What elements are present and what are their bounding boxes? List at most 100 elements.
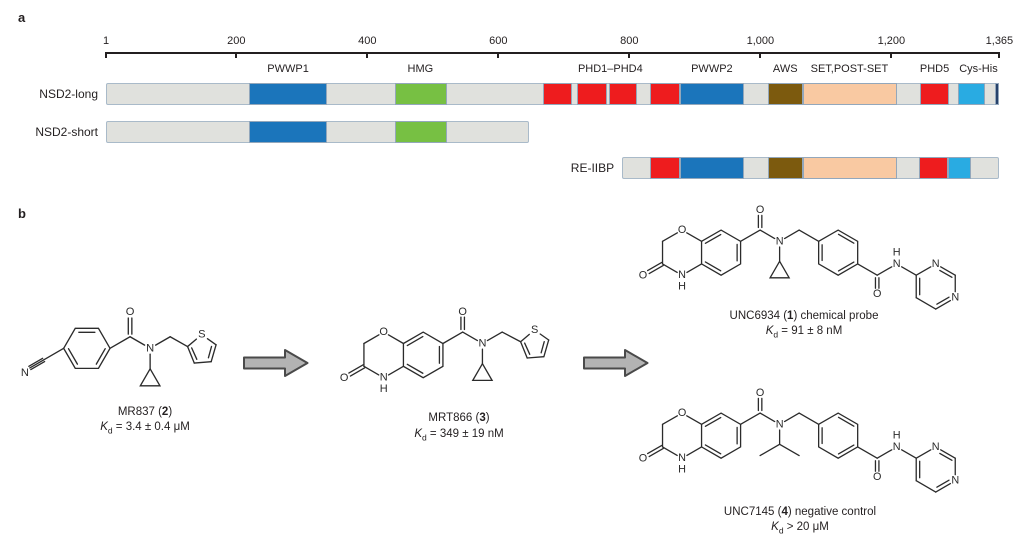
domain-block-set-post-set	[802, 83, 897, 105]
domain-block-pwwp1	[249, 83, 327, 105]
mrt866-bonds	[348, 316, 550, 382]
domain-block-hmg	[394, 83, 447, 105]
carbonyl-o-label: O	[756, 387, 764, 399]
axis-tick-label-400: 400	[358, 35, 377, 47]
domain-block-phd1	[542, 83, 573, 105]
panel-b-compounds: N O N S MR837 (2) Kd = 3.4 ± 0.4 μM	[0, 195, 1022, 535]
amide-n-label: N	[478, 338, 486, 350]
carbonyl-o-label: O	[458, 306, 467, 318]
protein-bar-nsd2-short	[106, 121, 530, 143]
domain-block-cys-his	[948, 157, 972, 179]
thiophene-s-label: S	[531, 324, 538, 336]
lactam-o-label: O	[639, 453, 647, 465]
axis-tick-800	[628, 52, 631, 58]
compound-name-unc6934: UNC6934 (1) chemical probe	[729, 310, 879, 322]
panel-a-domain-diagram: 1 200 400 600 800 1,000 1,200 1,365 PWWP1 HMG PHD1…	[0, 0, 1022, 195]
ring-o-label: O	[678, 224, 686, 236]
amide-n-label: N	[776, 235, 784, 247]
lactam-n-label: N	[678, 269, 686, 281]
compound-kd-mr837: Kd = 3.4 ± 0.4 μM	[100, 421, 190, 436]
axis-tick-label-200: 200	[227, 35, 246, 47]
panel-b-label: b	[18, 206, 26, 221]
domain-block-hmg	[394, 121, 447, 143]
axis-tick-label-800: 800	[620, 35, 639, 47]
domain-block-phd4	[650, 157, 680, 179]
compound-name-unc7145: UNC7145 (4) negative control	[723, 506, 877, 518]
domain-block-pwwp2	[679, 157, 744, 179]
lactam-o-label: O	[639, 270, 647, 282]
axis-tick-label-1000: 1,000	[746, 35, 775, 47]
protein-bar-re-iibp	[622, 157, 1000, 179]
domain-label-aws: AWS	[772, 63, 798, 75]
compound-name-mrt866: MRT866 (3)	[428, 412, 490, 424]
mr837-structure: N O N S	[21, 306, 217, 387]
compound-kd-unc7145: Kd > 20 μM	[771, 521, 829, 535]
thiophene-s-label: S	[198, 329, 205, 341]
axis-tick-400	[366, 52, 369, 58]
domain-label-phd5: PHD5	[919, 63, 950, 75]
arrow-shape	[243, 349, 309, 377]
amide-n-label: N	[776, 418, 784, 430]
arrow-shape	[583, 349, 649, 377]
compound-name-mr837: MR837 (2)	[117, 406, 173, 418]
domain-label-phd1-phd4: PHD1–PHD4	[577, 63, 643, 75]
domain-label-cys-his: Cys-His	[959, 63, 998, 75]
domain-block-set-post-set	[802, 157, 897, 179]
residue-axis	[106, 52, 1000, 54]
domain-label-pwwp2: PWWP2	[691, 63, 733, 75]
compound-kd-unc6934: Kd = 91 ± 8 nM	[765, 325, 843, 340]
ring-o-label: O	[379, 326, 388, 338]
row-label-nsd2-short: NSD2-short	[35, 125, 98, 139]
domain-label-set-post-set: SET,POST-SET	[810, 63, 889, 75]
domain-block-aws	[767, 157, 803, 179]
carbonyl-o-label: O	[756, 204, 764, 216]
axis-tick-label-1: 1	[102, 35, 110, 47]
axis-tick-200	[235, 52, 238, 58]
pyrimidine-n1-label: N	[951, 292, 959, 304]
unc7145-bonds	[646, 397, 956, 493]
lactam-o-label: O	[340, 372, 349, 384]
domain-block-pwwp1	[249, 121, 327, 143]
lactam-h-label: H	[380, 383, 388, 395]
lactam-n-label: N	[678, 452, 686, 464]
amide2-o-label: O	[873, 471, 881, 483]
domain-block-aws	[767, 83, 803, 105]
nitrile-n-label: N	[21, 367, 29, 379]
lactam-n-label: N	[380, 372, 388, 384]
amide2-h-label: H	[893, 247, 901, 259]
progression-arrow-1-icon	[243, 349, 309, 377]
unc7145-structure: O O N H O N O N H N N	[639, 387, 959, 493]
unc6934-structure: O O N H O N O N H N N	[639, 204, 959, 310]
domain-block-phd5	[920, 83, 949, 105]
domain-block-c-term	[995, 83, 1000, 105]
ring-o-label: O	[678, 407, 686, 419]
amide2-n-label: N	[893, 258, 901, 270]
domain-block-phd2	[576, 83, 608, 105]
domain-block-phd4	[650, 83, 680, 105]
domain-block-pwwp2	[679, 83, 744, 105]
axis-tick-1365	[998, 52, 1001, 58]
row-label-re-iibp: RE-IIBP	[570, 161, 615, 175]
amide2-o-label: O	[873, 288, 881, 300]
axis-tick-1000	[759, 52, 762, 58]
axis-tick-600	[497, 52, 500, 58]
amide2-n-label: N	[893, 441, 901, 453]
domain-label-hmg: HMG	[407, 63, 434, 75]
axis-tick-1	[105, 52, 107, 58]
mr837-bonds	[28, 317, 217, 387]
carbonyl-o-label: O	[126, 306, 135, 318]
progression-arrow-2-icon	[583, 349, 649, 377]
domain-block-phd3	[609, 83, 638, 105]
pyrimidine-n3-label: N	[932, 258, 940, 270]
amide-n-label: N	[146, 342, 154, 354]
mrt866-structure: O O N H O N S	[340, 306, 550, 395]
lactam-h-label: H	[678, 280, 686, 292]
axis-tick-1200	[890, 52, 893, 58]
domain-block-phd5	[919, 157, 949, 179]
panel-a-label: a	[18, 10, 26, 25]
domain-label-pwwp1: PWWP1	[267, 63, 309, 75]
axis-tick-label-1365: 1,365	[985, 35, 1014, 47]
lactam-h-label: H	[678, 463, 686, 475]
pyrimidine-n1-label: N	[951, 475, 959, 487]
